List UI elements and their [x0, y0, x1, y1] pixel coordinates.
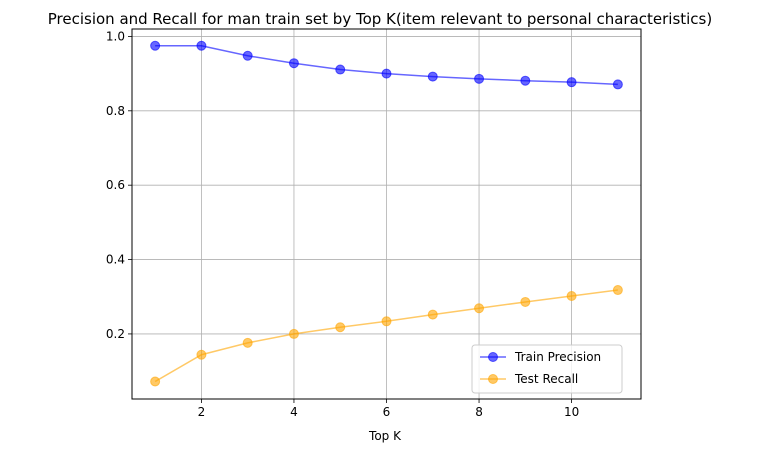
grid: [132, 29, 641, 399]
legend-box: [471, 344, 623, 394]
x-tick-label: 8: [475, 405, 483, 419]
legend: Train Precision Test Recall: [471, 344, 623, 394]
x-axis-label: Top K: [368, 429, 402, 443]
legend-label-test-recall: Test Recall: [514, 372, 578, 386]
x-tick-label: 2: [198, 405, 206, 419]
data-point-train-precision: [150, 40, 161, 51]
data-point-test-recall: [150, 376, 161, 387]
data-point-test-recall: [335, 322, 346, 333]
y-tick-label: 0.6: [106, 178, 125, 192]
data-point-test-recall: [474, 303, 485, 314]
data-point-test-recall: [520, 296, 531, 307]
data-point-test-recall: [288, 328, 299, 339]
data-point-test-recall: [566, 290, 577, 301]
y-tick-label: 0.4: [106, 253, 125, 267]
data-point-train-precision: [381, 68, 392, 79]
data-point-train-precision: [612, 79, 623, 90]
data-point-test-recall: [381, 316, 392, 327]
data-point-test-recall: [242, 337, 253, 348]
series-test-recall: [150, 285, 623, 387]
data-point-test-recall: [196, 349, 207, 360]
x-axis: 2 4 6 8 10: [198, 399, 579, 419]
data-point-train-precision: [196, 40, 207, 51]
chart-title: Precision and Recall for man train set b…: [48, 10, 712, 28]
x-tick-label: 6: [383, 405, 391, 419]
y-tick-label: 1.0: [106, 29, 125, 43]
y-tick-label: 0.2: [106, 327, 125, 341]
legend-label-train-precision: Train Precision: [514, 350, 601, 364]
series-layer: [150, 40, 623, 387]
y-tick-label: 0.8: [106, 104, 125, 118]
data-point-train-precision: [566, 77, 577, 88]
data-point-test-recall: [427, 309, 438, 320]
data-point-test-recall: [612, 285, 623, 296]
legend-marker-train-precision: [488, 352, 498, 362]
series-train-precision: [150, 40, 623, 90]
legend-marker-test-recall: [488, 374, 498, 384]
data-point-train-precision: [427, 71, 438, 82]
x-tick-label: 4: [290, 405, 298, 419]
data-point-train-precision: [474, 73, 485, 84]
data-point-train-precision: [335, 64, 346, 75]
y-axis: 0.2 0.4 0.6 0.8 1.0: [106, 29, 132, 341]
x-tick-label: 10: [564, 405, 579, 419]
data-point-train-precision: [242, 50, 253, 61]
data-point-train-precision: [288, 58, 299, 69]
data-point-train-precision: [520, 75, 531, 86]
